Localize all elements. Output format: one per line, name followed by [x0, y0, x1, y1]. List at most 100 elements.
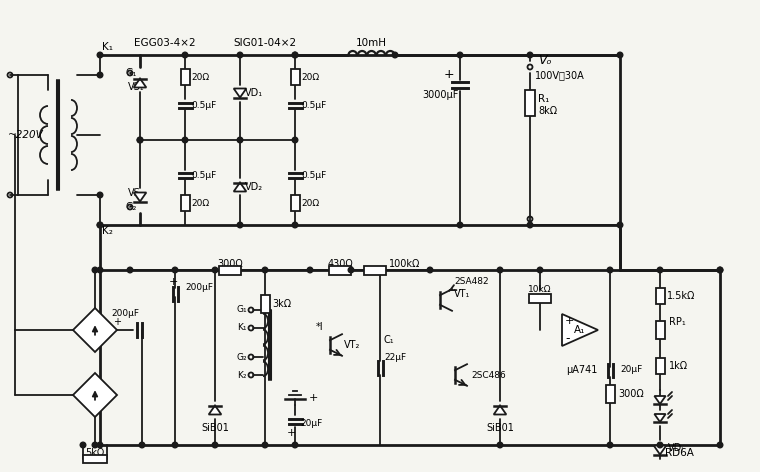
Circle shape [292, 222, 298, 228]
Text: SiB01: SiB01 [201, 423, 229, 433]
Text: 200μF: 200μF [111, 310, 139, 319]
Text: VT₁: VT₁ [454, 289, 470, 299]
Text: G₁: G₁ [126, 68, 138, 78]
Circle shape [717, 267, 723, 273]
Circle shape [348, 267, 354, 273]
Polygon shape [654, 396, 666, 404]
Bar [655, 288, 664, 304]
Circle shape [92, 442, 98, 448]
Circle shape [237, 52, 242, 58]
Text: 5kΩ: 5kΩ [85, 448, 105, 458]
Circle shape [292, 52, 298, 58]
Circle shape [138, 137, 143, 143]
Text: R₁: R₁ [538, 94, 549, 104]
Polygon shape [654, 446, 667, 455]
Text: RD6A: RD6A [665, 448, 694, 458]
Circle shape [173, 267, 178, 273]
Bar [655, 321, 664, 339]
Text: A₁: A₁ [574, 325, 585, 335]
Text: 20μF: 20μF [620, 365, 642, 374]
Circle shape [607, 442, 613, 448]
Text: 300Ω: 300Ω [618, 389, 644, 399]
Text: G₂: G₂ [236, 353, 247, 362]
Text: +: + [444, 68, 454, 82]
Text: +: + [168, 277, 178, 287]
Bar [529, 294, 551, 303]
Polygon shape [234, 183, 246, 192]
Circle shape [139, 442, 145, 448]
Circle shape [617, 52, 622, 58]
Bar [219, 265, 241, 275]
Text: 1kΩ: 1kΩ [669, 361, 688, 371]
Circle shape [292, 137, 298, 143]
Text: G₂: G₂ [126, 202, 138, 212]
Text: VS₁: VS₁ [128, 82, 144, 92]
Bar [329, 265, 351, 275]
Text: 0.5μF: 0.5μF [301, 101, 326, 110]
Polygon shape [562, 314, 598, 346]
Text: 300Ω: 300Ω [217, 259, 243, 269]
Circle shape [607, 267, 613, 273]
Text: 20Ω: 20Ω [191, 73, 209, 82]
Bar [83, 455, 107, 463]
Circle shape [527, 52, 533, 58]
Circle shape [458, 52, 463, 58]
Text: 0.5μF: 0.5μF [301, 170, 326, 179]
Text: 2SA482: 2SA482 [454, 278, 489, 287]
Text: K₁: K₁ [237, 323, 247, 332]
Text: 10mH: 10mH [356, 38, 387, 48]
Bar [261, 295, 270, 313]
Text: 100V／30A: 100V／30A [535, 70, 584, 80]
Polygon shape [209, 405, 221, 414]
Text: VD₁: VD₁ [245, 88, 263, 98]
Bar [606, 385, 615, 403]
Polygon shape [134, 78, 146, 87]
Circle shape [212, 267, 218, 273]
Circle shape [97, 72, 103, 78]
Circle shape [717, 442, 723, 448]
Polygon shape [654, 414, 666, 422]
Circle shape [458, 222, 463, 228]
Text: VDₗ: VDₗ [668, 443, 684, 453]
Text: 100kΩ: 100kΩ [389, 259, 420, 269]
Text: ~220V: ~220V [8, 130, 44, 140]
Text: *I: *I [316, 322, 324, 332]
Text: VD₂: VD₂ [245, 182, 263, 192]
Bar [364, 265, 386, 275]
Text: +: + [565, 316, 575, 326]
Text: 0.5μF: 0.5μF [191, 101, 217, 110]
Circle shape [292, 52, 298, 58]
Circle shape [97, 442, 103, 448]
Text: 8kΩ: 8kΩ [538, 106, 557, 116]
Circle shape [262, 267, 268, 273]
Bar [290, 195, 299, 211]
Text: K₂: K₂ [237, 371, 247, 379]
Text: VT₂: VT₂ [344, 340, 360, 350]
Text: SiB01: SiB01 [486, 423, 514, 433]
Circle shape [392, 52, 397, 58]
Bar [525, 90, 535, 116]
Circle shape [717, 267, 723, 273]
Circle shape [427, 267, 432, 273]
Circle shape [537, 267, 543, 273]
Circle shape [97, 222, 103, 228]
Text: G₁: G₁ [236, 305, 247, 314]
Text: μA741: μA741 [566, 365, 597, 375]
Circle shape [173, 442, 178, 448]
Circle shape [497, 442, 503, 448]
Text: EGG03-4×2: EGG03-4×2 [135, 38, 196, 48]
Circle shape [97, 52, 103, 58]
Circle shape [127, 267, 133, 273]
Text: 430Ω: 430Ω [327, 259, 353, 269]
Text: Vₒ: Vₒ [538, 53, 552, 67]
Text: +: + [287, 428, 296, 438]
Text: +: + [309, 393, 318, 403]
Circle shape [138, 137, 143, 143]
Circle shape [212, 442, 218, 448]
Text: K₁: K₁ [102, 42, 113, 52]
Text: 3000μF: 3000μF [422, 90, 458, 100]
Circle shape [617, 222, 622, 228]
Circle shape [262, 442, 268, 448]
Circle shape [657, 442, 663, 448]
Circle shape [307, 267, 313, 273]
